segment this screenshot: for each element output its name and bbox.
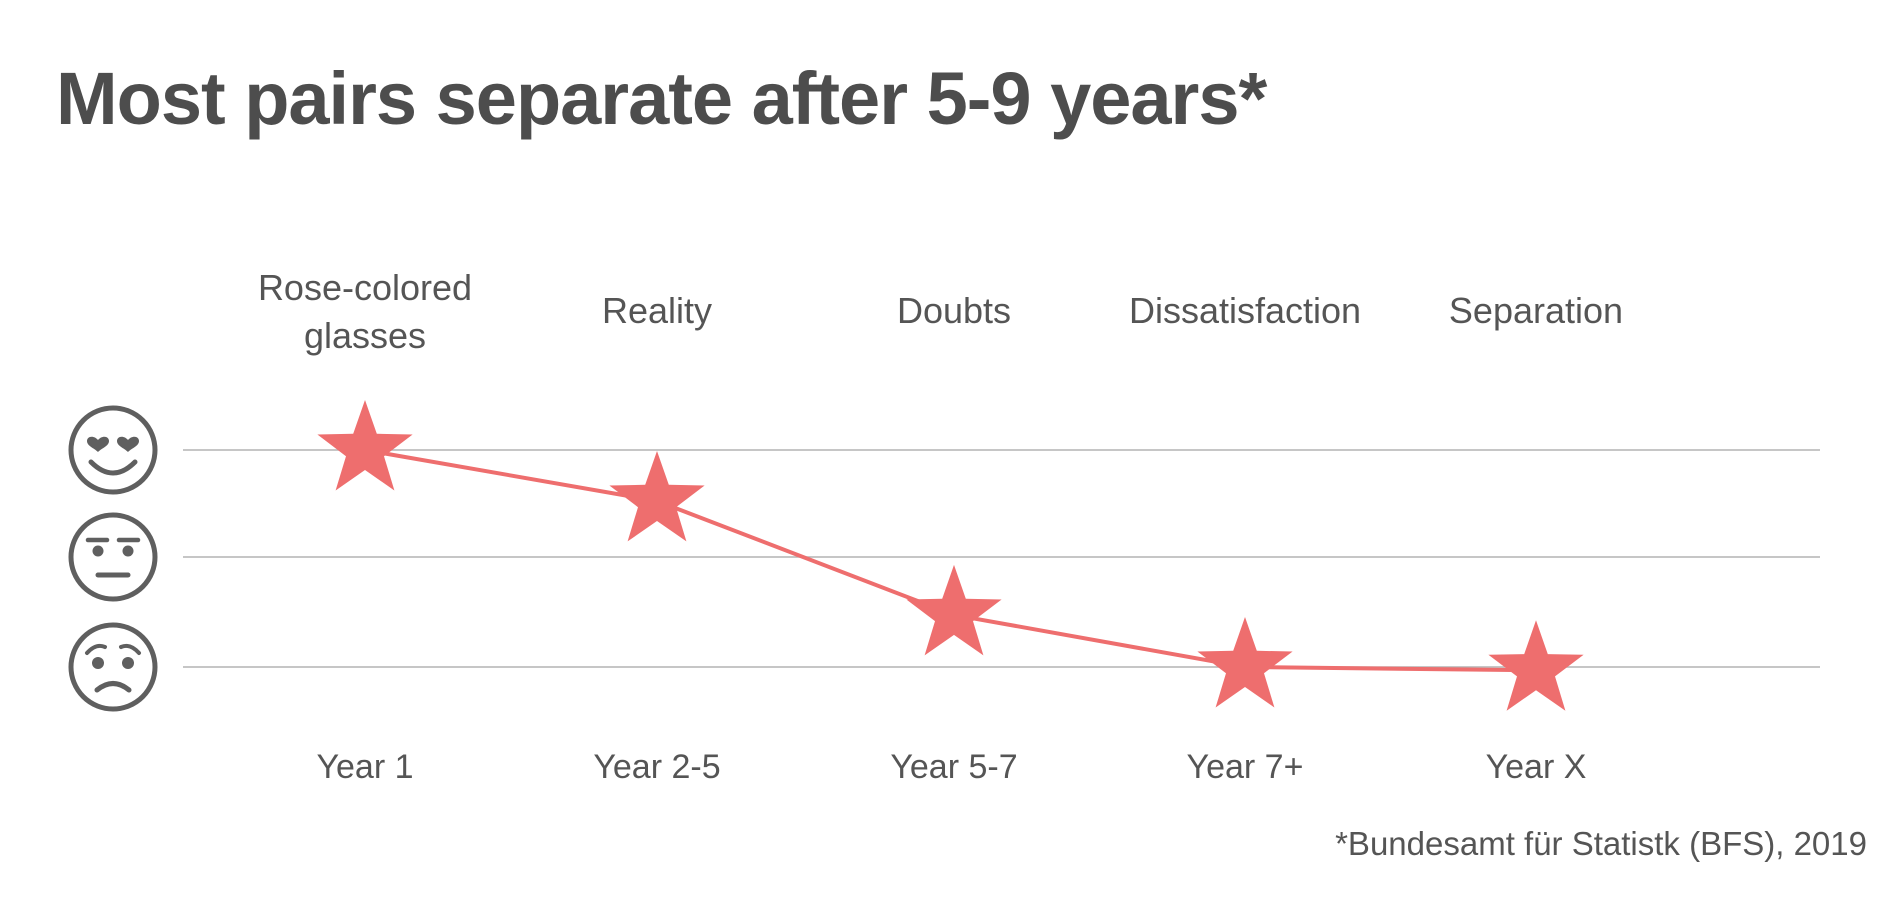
heart-eyes-face-icon [68, 405, 158, 495]
phase-label: Dissatisfaction [1129, 290, 1361, 331]
data-point-star [317, 400, 413, 491]
phase-label: Separation [1449, 290, 1623, 331]
data-point-star [609, 451, 705, 542]
x-tick-label: Year 5-7 [890, 748, 1017, 786]
x-tick-labels: Year 1 Year 2-5 Year 5-7 Year 7+ Year X [316, 748, 1586, 786]
data-point-star [906, 564, 1002, 656]
x-tick-label: Year X [1486, 748, 1587, 786]
x-tick-label: Year 2-5 [593, 748, 720, 786]
gridlines [183, 449, 1820, 668]
source-note: *Bundesamt für Statistk (BFS), 2019 [1335, 825, 1867, 862]
y-axis-icons [68, 405, 158, 712]
data-point-star [1197, 617, 1293, 708]
worried-face-icon [68, 622, 158, 712]
data-point-star [1488, 620, 1584, 711]
phase-label: Reality [602, 290, 712, 331]
x-tick-label: Year 1 [316, 748, 413, 786]
phase-label: Doubts [897, 290, 1011, 331]
neutral-face-icon [68, 512, 158, 602]
data-markers [317, 400, 1584, 711]
phase-labels: Rose-colored glasses Reality Doubts Dissatis… [258, 267, 1623, 356]
chart-title: Most pairs separate after 5-9 years* [56, 57, 1267, 140]
phase-label: Rose-colored glasses [258, 267, 472, 356]
x-tick-label: Year 7+ [1187, 748, 1304, 786]
